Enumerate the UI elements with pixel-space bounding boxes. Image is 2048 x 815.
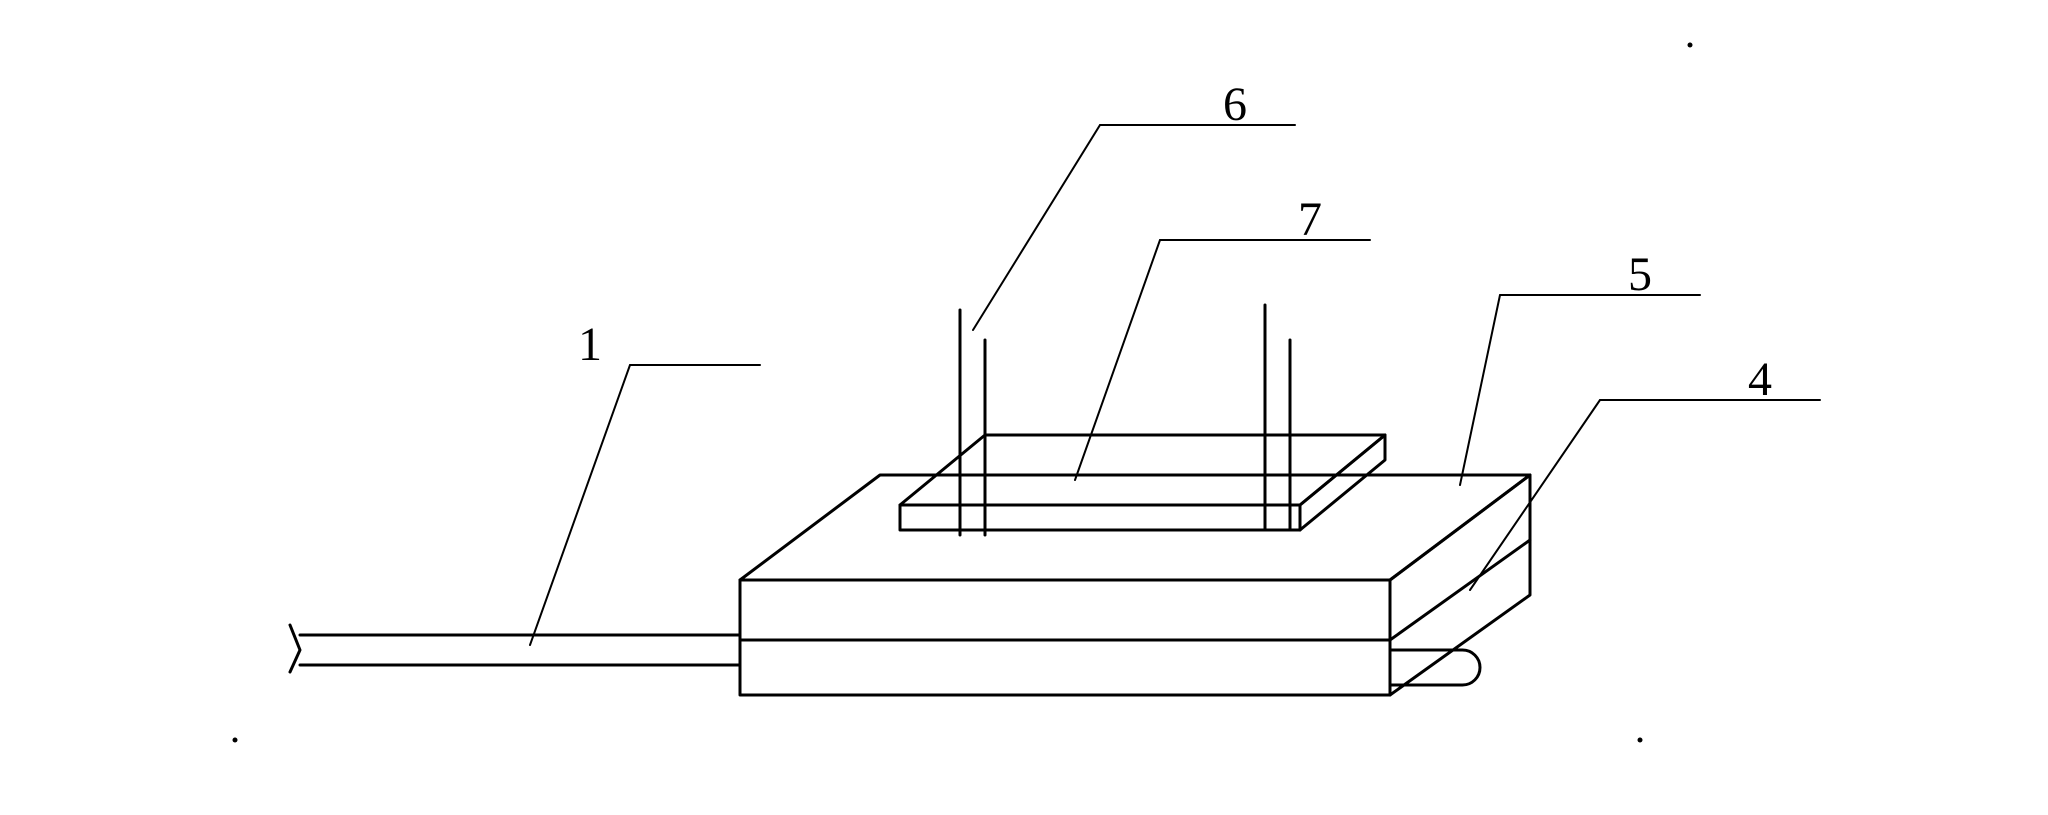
base-front-face [740,580,1390,695]
callout-5-leader-d [1460,295,1500,485]
callout-4-leader-d [1470,400,1600,590]
speck [233,738,238,743]
callout-6-leader-d [973,125,1100,330]
plate-right-face [1300,435,1385,530]
callout-7-leader-d [1075,240,1160,480]
speck [1638,738,1643,743]
callout-1-label: 1 [578,318,602,371]
base-seam-right [1390,540,1530,640]
callout-6-label: 6 [1223,78,1247,131]
callout-1-leader-d [530,365,630,645]
speck [1688,43,1693,48]
right-tab [1390,650,1480,685]
callout-4-label: 4 [1748,353,1772,406]
left-bar-break [290,625,300,672]
callout-5-label: 5 [1628,248,1652,301]
base-right-face [1390,475,1530,695]
callout-7-label: 7 [1298,193,1322,246]
